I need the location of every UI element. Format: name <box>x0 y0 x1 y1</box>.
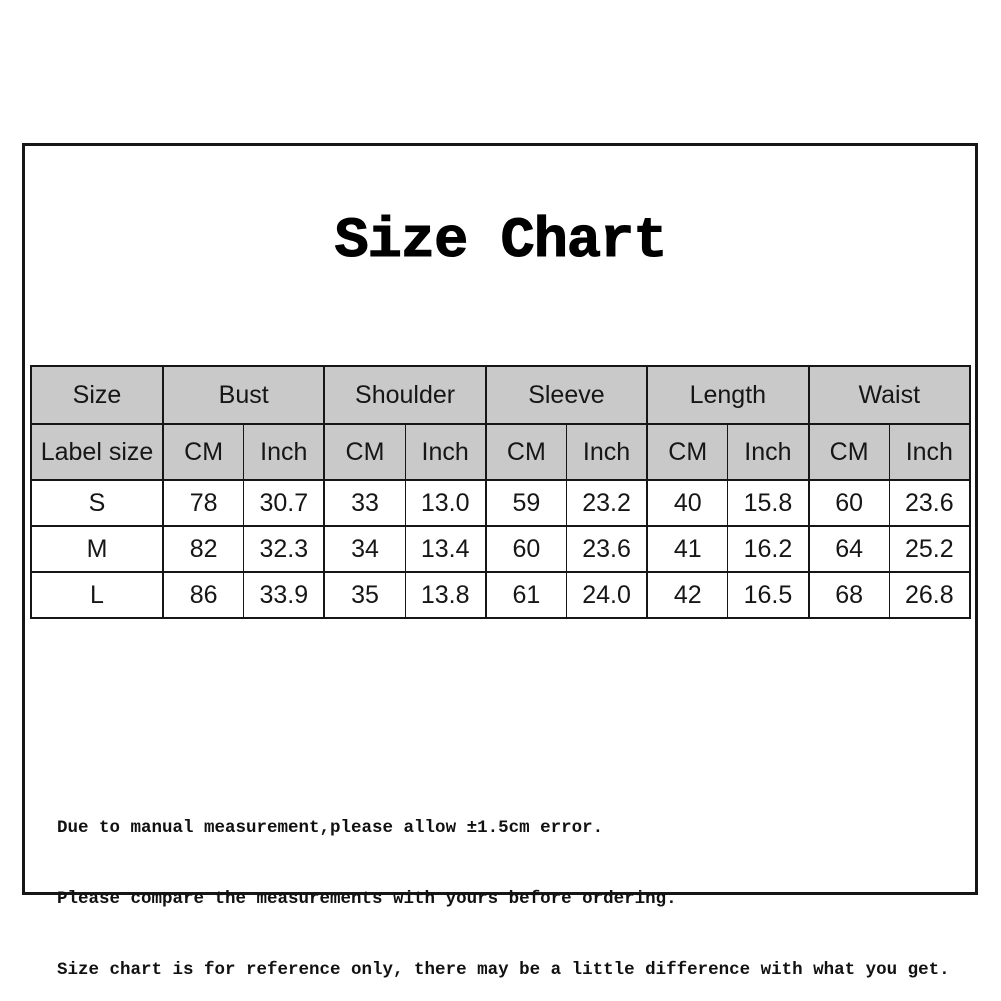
value-cell: 86 <box>162 571 245 619</box>
size-label-cell: S <box>30 479 164 527</box>
size-table: Size Bust Shoulder Sleeve Length Waist Label s… <box>30 365 971 619</box>
subheader-bust-cm: CM <box>162 423 245 481</box>
value-cell: 25.2 <box>888 525 971 573</box>
subheader-shoulder-inch: Inch <box>404 423 487 481</box>
value-cell: 26.8 <box>888 571 971 619</box>
value-cell: 23.6 <box>565 525 649 573</box>
subheader-waist-inch: Inch <box>888 423 971 481</box>
value-cell: 13.4 <box>404 525 487 573</box>
value-cell: 64 <box>807 525 890 573</box>
subheader-sleeve-cm: CM <box>484 423 567 481</box>
table-row-l: L 86 33.9 35 13.8 61 24.0 42 16.5 68 26.8 <box>30 571 971 619</box>
note-line-1: Due to manual measurement,please allow ±… <box>57 817 604 838</box>
column-group-bust: Bust <box>161 365 326 425</box>
subheader-length-inch: Inch <box>727 423 810 481</box>
size-table-body: S 78 30.7 33 13.0 59 23.2 40 15.8 60 23.6 M 82 32.3 34… <box>30 479 971 619</box>
value-cell: 15.8 <box>727 479 810 527</box>
value-cell: 16.5 <box>727 571 810 619</box>
value-cell: 82 <box>162 525 245 573</box>
note-line-2: Please compare the measurements with you… <box>57 888 677 909</box>
subheader-bust-inch: Inch <box>243 423 326 481</box>
value-cell: 60 <box>484 525 567 573</box>
value-cell: 16.2 <box>727 525 810 573</box>
column-group-size: Size <box>30 365 164 425</box>
value-cell: 34 <box>323 525 406 573</box>
size-label-cell: L <box>30 571 164 619</box>
value-cell: 59 <box>484 479 567 527</box>
table-row-s: S 78 30.7 33 13.0 59 23.2 40 15.8 60 23.6 <box>30 479 971 527</box>
subheader-sleeve-inch: Inch <box>565 423 649 481</box>
value-cell: 35 <box>323 571 406 619</box>
value-cell: 33.9 <box>243 571 326 619</box>
value-cell: 33 <box>323 479 406 527</box>
value-cell: 61 <box>484 571 567 619</box>
value-cell: 13.8 <box>404 571 487 619</box>
column-group-shoulder: Shoulder <box>323 365 487 425</box>
column-group-waist: Waist <box>807 365 971 425</box>
value-cell: 23.6 <box>888 479 971 527</box>
value-cell: 23.2 <box>565 479 649 527</box>
value-cell: 42 <box>646 571 729 619</box>
value-cell: 60 <box>807 479 890 527</box>
size-table-header: Size Bust Shoulder Sleeve Length Waist Label s… <box>30 365 971 481</box>
notes: Due to manual measurement,please allow ±… <box>57 769 950 1001</box>
value-cell: 41 <box>646 525 729 573</box>
page-title: Size Chart <box>334 209 668 274</box>
table-row-m: M 82 32.3 34 13.4 60 23.6 41 16.2 64 25.2 <box>30 525 971 573</box>
value-cell: 24.0 <box>565 571 649 619</box>
note-line-3: Size chart is for reference only, there … <box>57 960 950 981</box>
border-frame <box>22 143 978 895</box>
value-cell: 13.0 <box>404 479 487 527</box>
value-cell: 78 <box>162 479 245 527</box>
size-label-cell: M <box>30 525 164 573</box>
value-cell: 68 <box>807 571 890 619</box>
value-cell: 32.3 <box>243 525 326 573</box>
value-cell: 40 <box>646 479 729 527</box>
subheader-shoulder-cm: CM <box>323 423 406 481</box>
value-cell: 30.7 <box>243 479 326 527</box>
subheader-size-label-size: Label size <box>30 423 164 481</box>
column-group-sleeve: Sleeve <box>484 365 649 425</box>
subheader-length-cm: CM <box>646 423 729 481</box>
column-group-length: Length <box>646 365 810 425</box>
subheader-waist-cm: CM <box>807 423 890 481</box>
